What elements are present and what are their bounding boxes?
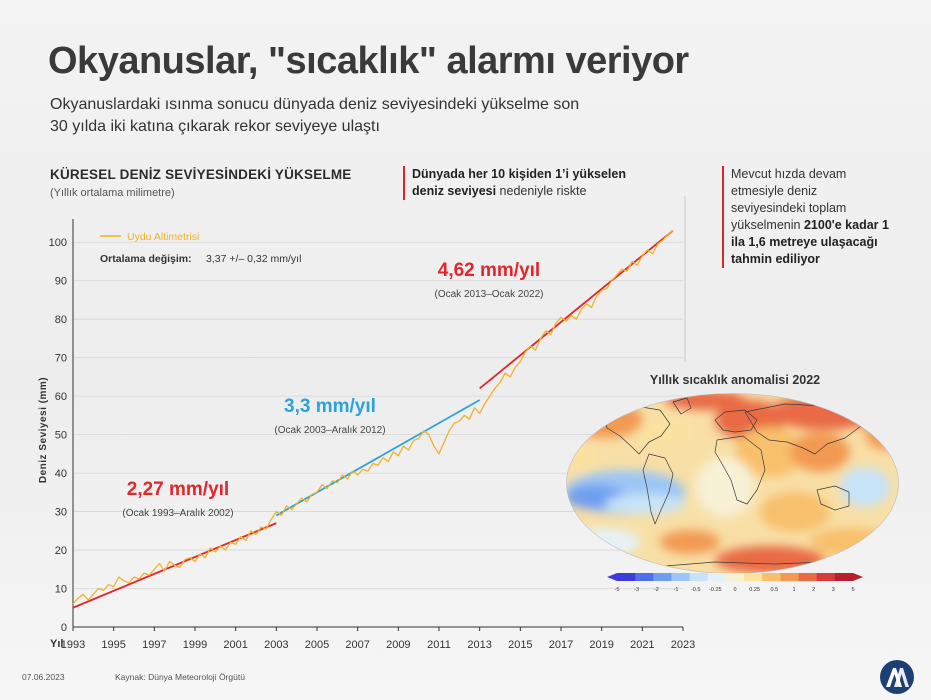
colorbar-swatch [635, 573, 654, 581]
colorbar-tick-label: -3 [634, 587, 639, 593]
trend-line-2 [275, 399, 481, 517]
trend-line-3 [479, 229, 674, 390]
colorbar-swatch [653, 573, 672, 581]
y-tick-label: 80 [55, 314, 67, 326]
x-tick-label: 2009 [386, 639, 410, 651]
y-tick-label: 10 [55, 584, 67, 596]
info-2100-bold: 2100'e kadar 1 ila 1,6 metreye ulaşacağı… [731, 218, 889, 266]
y-tick-label: 90 [55, 276, 67, 288]
colorbar-swatch [671, 573, 691, 581]
colorbar-swatch [816, 573, 836, 581]
colorbar-swatch [834, 573, 854, 581]
colorbar-tick-label: 2 [812, 587, 815, 593]
colorbar-tick-label: 3 [832, 587, 835, 593]
colorbar-swatch [780, 573, 799, 581]
chart-labels: 2,27 mm/yıl (Ocak 1993–Aralık 2002) 3,3 mm… [122, 260, 543, 519]
page-title: Okyanuslar, "sıcaklık" alarmı veriyor [48, 40, 689, 82]
colorbar-tick-label: 1 [792, 587, 795, 593]
temperature-anomaly-map [566, 393, 899, 574]
x-tick-label: 2015 [508, 639, 532, 651]
y-tick-label: 100 [49, 237, 67, 249]
page-subtitle-line2: 30 yılda iki katına çıkarak rekor seviye… [50, 118, 380, 135]
y-tick-label: 0 [61, 622, 67, 634]
colorbar-right-arrow [853, 573, 863, 581]
y-axis-label: Deniz Seviyesi (mm) [38, 377, 49, 483]
legend-label: Uydu Altimetrisi [127, 231, 199, 243]
info-2100-text: Mevcut hızda devam etmesiyle deniz seviy… [731, 167, 847, 232]
colorbar-tick-label: 5 [851, 587, 854, 593]
x-tick-label: 2017 [549, 639, 573, 651]
trend-rate-label-3: 4,62 mm/yıl [438, 260, 540, 281]
info-box-2100: Mevcut hızda devam etmesiyle deniz seviy… [722, 166, 891, 268]
info-box-risk: Dünyada her 10 kişiden 1’i yükselen deni… [403, 166, 682, 200]
colorbar-swatch [762, 573, 781, 581]
colorbar-swatch [617, 573, 636, 581]
colorbar-swatch [744, 573, 763, 581]
x-tick-label: 2011 [427, 639, 451, 651]
y-tick-label: 20 [55, 545, 67, 557]
x-tick-label: 2007 [345, 639, 369, 651]
colorbar-left-arrow [607, 573, 617, 581]
x-tick-label: 2023 [671, 639, 695, 651]
trend-period-label-3: (Ocak 2013–Ocak 2022) [435, 289, 544, 300]
colorbar-swatch [798, 573, 818, 581]
map-title: Yıllık sıcaklık anomalisi 2022 [649, 373, 821, 387]
colorbar-swatch [707, 573, 727, 581]
chart-series [72, 230, 674, 605]
chart-axes: 0 10 20 30 40 50 60 70 80 90 100 1993 1995 1997 1999 20… [49, 219, 695, 651]
trend-period-label-2: (Ocak 2003–Aralık 2012) [274, 425, 385, 436]
mean-change-value: 3,37 +/– 0,32 mm/yıl [206, 253, 301, 265]
y-tick-label: 30 [55, 507, 67, 519]
x-axis-label: Yıl [50, 638, 63, 650]
colorbar-tick-label: 0 [733, 587, 736, 593]
x-tick-label: 2021 [630, 639, 654, 651]
colorbar-tick-label: 0.5 [771, 587, 779, 593]
mean-change-label: Ortalama değişim: [100, 253, 192, 265]
trend-period-label-1: (Ocak 1993–Aralık 2002) [122, 508, 233, 519]
x-tick-label: 2013 [467, 639, 491, 651]
colorbar-tick-label: -0.5 [691, 587, 700, 593]
trend-rate-label-2: 3,3 mm/yıl [284, 396, 376, 417]
info-risk-rest: nedeniyle riskte [496, 184, 587, 198]
info-risk-line1: Dünyada her 10 kişiden 1’i yükselen [412, 167, 626, 181]
series-line-0 [72, 230, 674, 605]
colorbar-swatch [725, 573, 745, 581]
x-tick-label: 2005 [305, 639, 329, 651]
x-tick-label: 1999 [183, 639, 207, 651]
footer-date: 07.06.2023 [22, 672, 65, 682]
info-risk-bold: deniz seviyesi [412, 184, 497, 198]
x-tick-label: 2001 [223, 639, 247, 651]
chart-subtitle: (Yıllık ortalama milimetre) [50, 187, 175, 199]
colorbar-swatch [689, 573, 709, 581]
x-tick-label: 1993 [61, 639, 85, 651]
colorbar-tick-label: -2 [654, 587, 659, 593]
aa-logo-icon [880, 660, 914, 694]
trend-rate-label-1: 2,27 mm/yıl [127, 479, 229, 500]
x-tick-label: 2003 [264, 639, 288, 651]
colorbar-tick-label: -1 [674, 587, 679, 593]
colorbar-tick-label: -5 [615, 587, 620, 593]
colorbar-tick-label: -0.25 [709, 587, 722, 593]
colorbar-tick-label: 0.25 [749, 587, 760, 593]
y-tick-label: 70 [55, 353, 67, 365]
x-tick-label: 1997 [142, 639, 166, 651]
y-tick-label: 40 [55, 468, 67, 480]
map-colorbar: -5 -3 -2 -1 -0.5 -0.25 0 0.25 0.5 1 2 3 5 [607, 573, 863, 593]
chart-grid [73, 241, 683, 628]
y-tick-label: 50 [55, 430, 67, 442]
x-tick-label: 1995 [101, 639, 125, 651]
page-subtitle-line1: Okyanuslardaki ısınma sonucu dünyada den… [50, 96, 580, 113]
footer-source: Kaynak: Dünya Meteoroloji Örgütü [115, 672, 245, 682]
x-tick-label: 2019 [589, 639, 613, 651]
chart-title: KÜRESEL DENİZ SEVİYESİNDEKİ YÜKSELME [50, 167, 352, 182]
y-tick-label: 60 [55, 391, 67, 403]
